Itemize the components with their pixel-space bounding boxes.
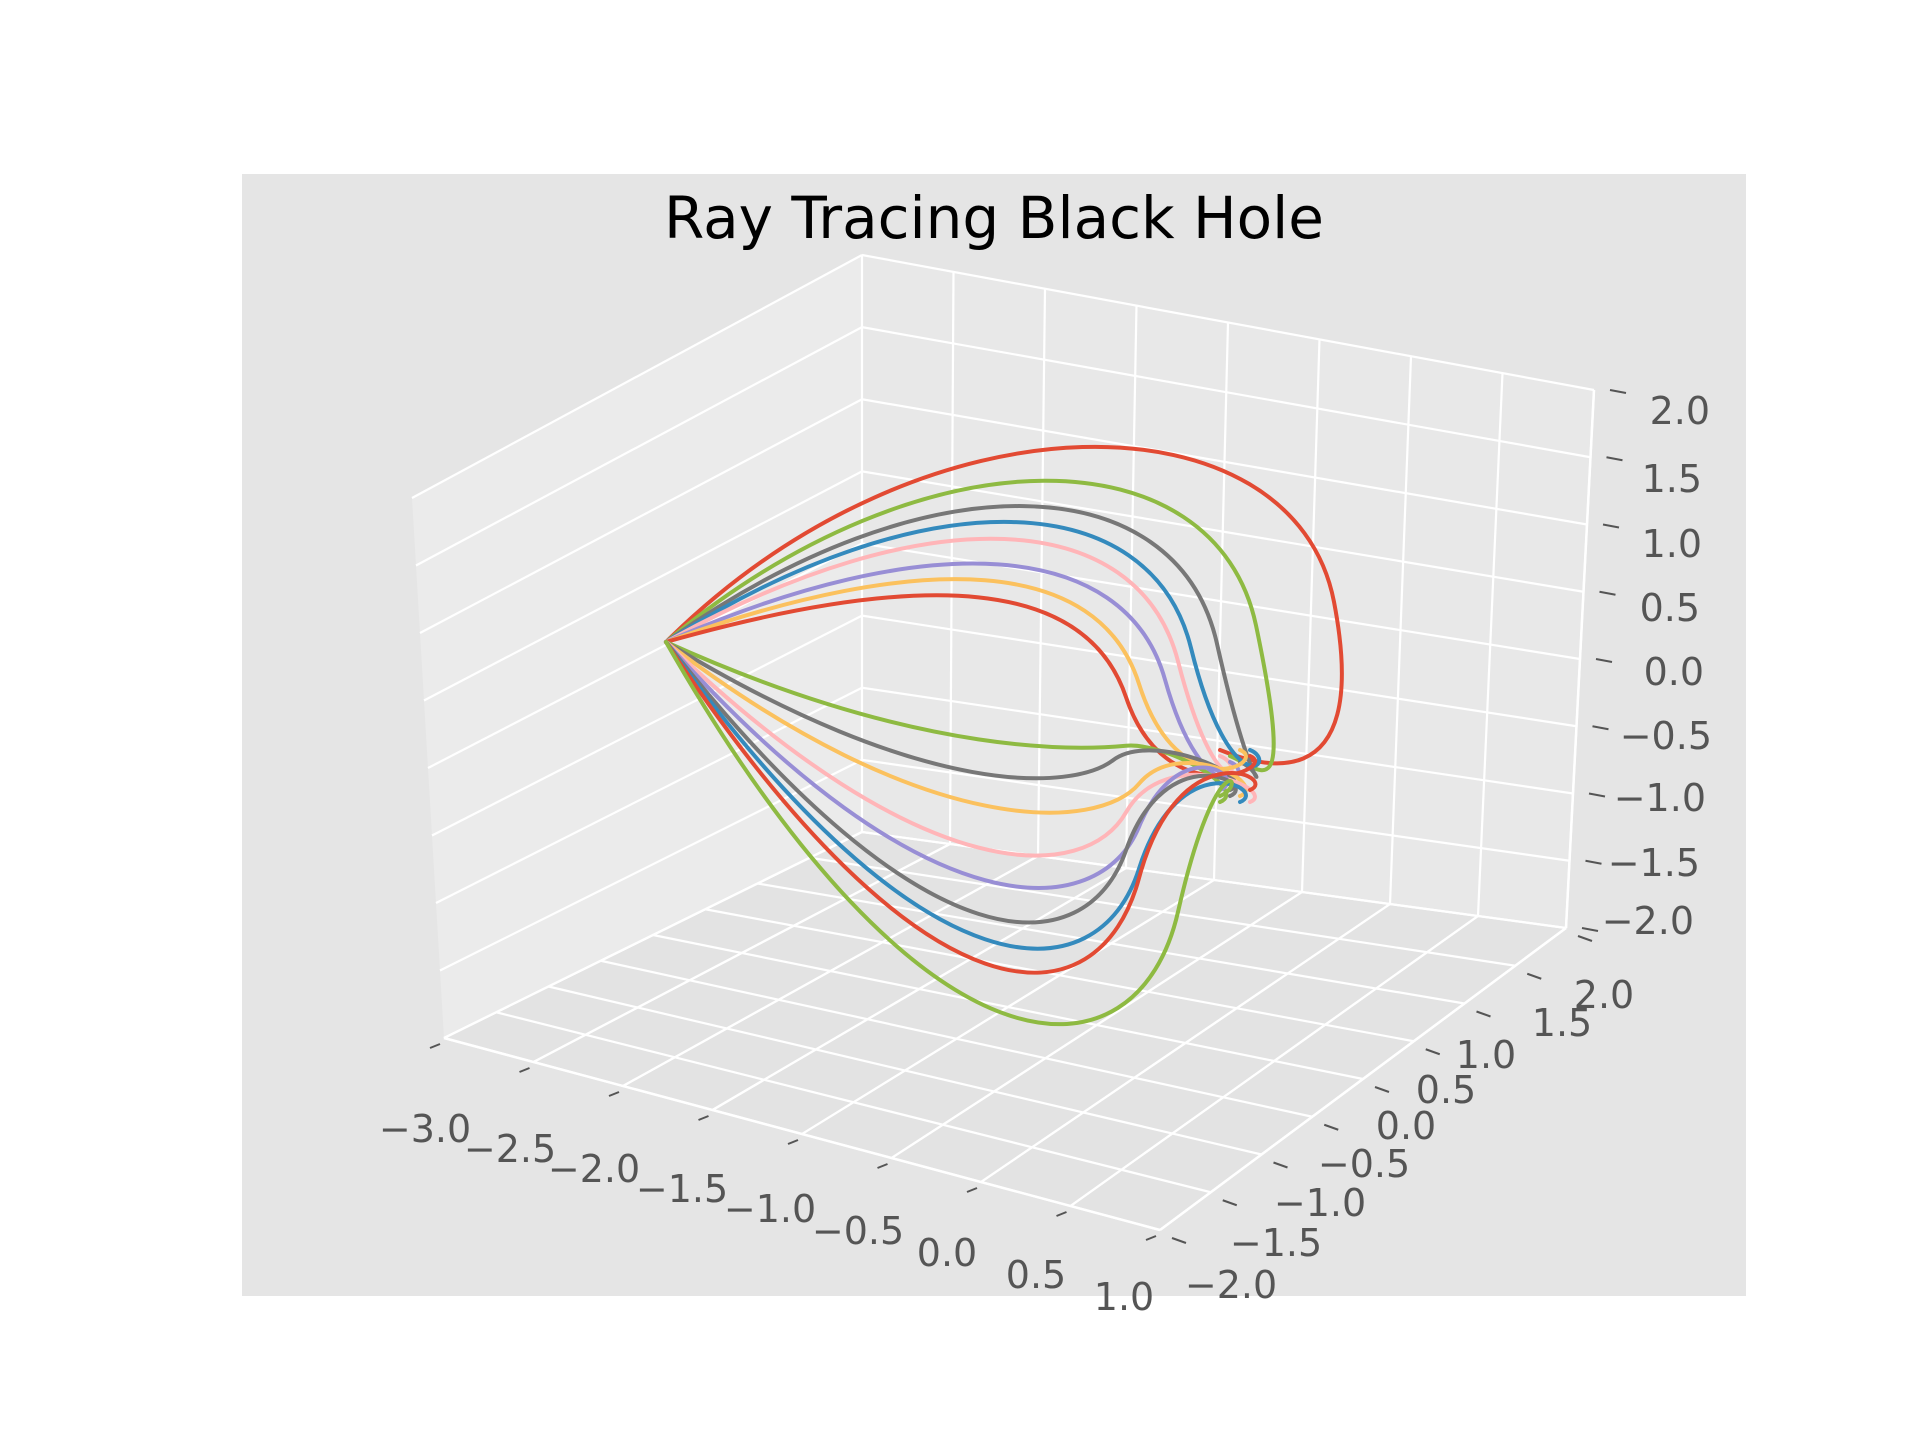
tick-mark	[1577, 935, 1593, 942]
x-tick-label: 0.5	[1006, 1253, 1066, 1297]
tick-mark	[608, 1091, 620, 1097]
ray-paths	[664, 444, 1344, 1027]
grid-line	[861, 470, 1584, 593]
axis-line	[1159, 926, 1567, 1232]
tick-mark	[1273, 1161, 1288, 1169]
tick-mark	[1609, 389, 1627, 394]
ray-path	[664, 478, 1276, 773]
grid-line	[861, 614, 1577, 728]
z-tick-label: 1.5	[1642, 457, 1702, 501]
grid-line	[861, 398, 1588, 526]
axis-line	[443, 1036, 1161, 1232]
grid-line	[431, 614, 863, 837]
tick-mark	[1171, 1237, 1187, 1244]
tick-mark	[1581, 927, 1599, 932]
grid-line	[757, 882, 1465, 1005]
chart-title: Ray Tracing Black Hole	[664, 184, 1324, 252]
x-tick-label: −1.0	[724, 1187, 816, 1231]
grid-line	[861, 253, 1595, 392]
grid-line	[861, 758, 1570, 862]
y-tick-label: 1.0	[1456, 1033, 1516, 1077]
y-tick-label: 0.5	[1416, 1068, 1476, 1112]
ray-path	[664, 640, 1258, 975]
x-tick-label: 1.0	[1094, 1275, 1154, 1319]
tick-mark	[1588, 792, 1606, 798]
pane-back	[862, 255, 1594, 928]
tick-mark	[519, 1067, 530, 1073]
axis-line	[1564, 389, 1596, 929]
grid-line	[622, 855, 1039, 1087]
x-tick-label: −2.5	[464, 1127, 556, 1171]
z-tick-label: −2.0	[1602, 899, 1694, 943]
y-tick-label: −0.5	[1318, 1142, 1410, 1186]
grid-line	[435, 686, 863, 904]
tick-mark	[1592, 725, 1609, 731]
ray-path	[664, 444, 1344, 766]
x-tick-label: 0.0	[917, 1231, 977, 1275]
grid-line	[411, 254, 863, 499]
y-tick-label: −2.0	[1185, 1263, 1277, 1307]
x-tick-label: −1.5	[636, 1167, 728, 1211]
tick-mark	[877, 1163, 888, 1169]
grid-line	[861, 686, 1574, 795]
tick-mark	[1425, 1048, 1441, 1056]
tick-mark	[429, 1043, 441, 1049]
y-tick-label: −1.0	[1274, 1181, 1366, 1225]
z-tick-labels: −2.0 −1.5 −1.0 −0.5 0.0 0.5 1.0 1.5 2.0	[1602, 389, 1712, 943]
tick-mark	[1222, 1199, 1238, 1207]
tick-marks	[429, 389, 1627, 1244]
z-tick-label: −1.5	[1608, 841, 1700, 885]
z-tick-label: 2.0	[1650, 389, 1710, 433]
grid-lines	[411, 253, 1596, 1232]
tick-mark	[1374, 1086, 1390, 1093]
tick-mark	[1606, 456, 1623, 462]
grid-line	[419, 398, 863, 634]
tick-mark	[1585, 859, 1602, 865]
grid-line	[443, 831, 863, 1039]
y-tick-label: −1.5	[1230, 1221, 1322, 1265]
x-tick-labels: −3.0 −2.5 −2.0 −1.5 −1.0 −0.5 0.0 0.5 1.…	[379, 1107, 1154, 1319]
z-tick-label: −1.0	[1614, 776, 1706, 820]
ray-path	[664, 640, 1229, 890]
grid-line	[861, 326, 1591, 459]
z-tick-label: 0.0	[1644, 650, 1704, 694]
pane-left	[412, 255, 862, 1038]
tick-mark	[1476, 1010, 1491, 1018]
grid-line	[652, 933, 1364, 1081]
tick-mark	[698, 1115, 709, 1121]
tick-mark	[787, 1139, 799, 1145]
axis-lines	[443, 389, 1596, 1232]
y-tick-label: 2.0	[1574, 973, 1634, 1017]
ray-path	[664, 504, 1259, 779]
z-tick-label: 0.5	[1640, 586, 1700, 630]
x-tick-label: −2.0	[548, 1147, 640, 1191]
grid-line	[415, 326, 863, 567]
tick-mark	[966, 1187, 978, 1193]
tick-mark	[1526, 972, 1542, 980]
grid-line	[705, 908, 1414, 1043]
tick-mark	[1599, 590, 1616, 596]
grid-line	[809, 856, 1516, 967]
y-tick-labels: −2.0 −1.5 −1.0 −0.5 0.0 0.5 1.0 1.5 2.0	[1185, 973, 1634, 1307]
grid-line	[711, 867, 1127, 1111]
x-tick-label: −0.5	[812, 1209, 904, 1253]
ray-path	[664, 640, 1234, 1027]
ray-path	[664, 577, 1248, 771]
tick-mark	[1056, 1211, 1067, 1217]
y-tick-label: 0.0	[1376, 1104, 1436, 1148]
z-tick-label: 1.0	[1642, 522, 1702, 566]
tick-mark	[1602, 523, 1620, 529]
grid-line	[423, 470, 863, 702]
tick-mark	[1323, 1123, 1339, 1131]
x-tick-label: −3.0	[379, 1107, 471, 1151]
y-tick-label: 1.5	[1532, 1001, 1592, 1045]
tick-mark	[1145, 1235, 1157, 1241]
tick-mark	[1595, 658, 1613, 663]
z-tick-label: −0.5	[1620, 714, 1712, 758]
